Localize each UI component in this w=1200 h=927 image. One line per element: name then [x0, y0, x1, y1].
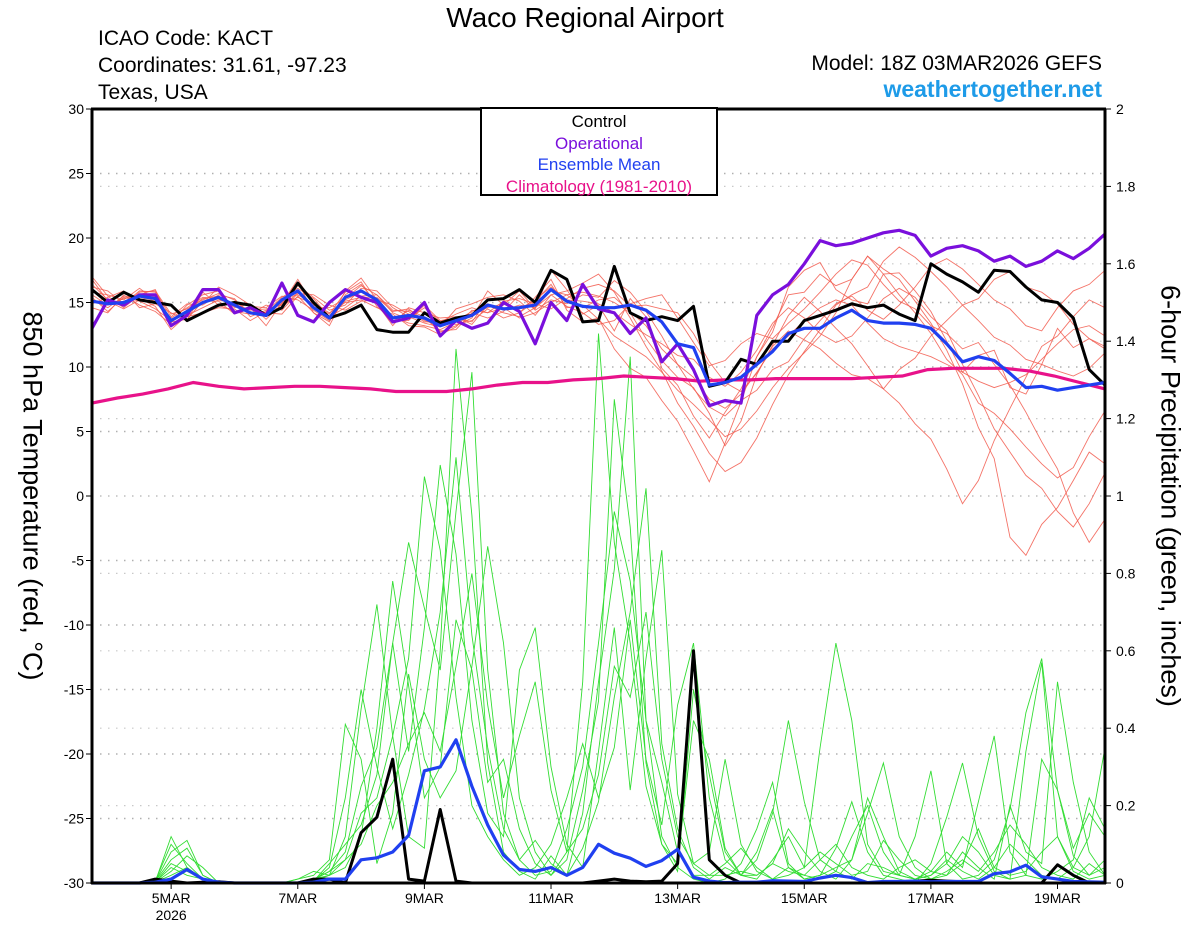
- region: Texas, USA: [98, 81, 208, 104]
- site-link[interactable]: weathertogether.net: [883, 76, 1102, 102]
- y-tick-label: -10: [64, 617, 84, 633]
- y-axis-label-right: 6-hour Precipitation (green, inches): [1155, 285, 1186, 707]
- y2-tick-label: 0.8: [1116, 565, 1136, 581]
- legend-ensemble-mean: Ensemble Mean: [537, 155, 661, 174]
- y-tick-label: -5: [72, 553, 85, 569]
- y2-tick-label: 0.6: [1116, 643, 1136, 659]
- precipitation-member-line: [92, 457, 1106, 884]
- x-tick-label: 9MAR: [405, 890, 444, 906]
- y-tick-label: -15: [64, 682, 84, 698]
- y-tick-label: -20: [64, 746, 84, 762]
- y-tick-label: 30: [68, 101, 84, 117]
- precipitation-control-line: [92, 649, 1105, 885]
- temperature-member-line: [91, 246, 1106, 473]
- temperature-member-line: [91, 258, 1106, 417]
- y2-tick-label: 0: [1116, 875, 1124, 891]
- climatology-line: [91, 366, 1106, 405]
- axes: 302520151050-5-10-15-20-25-3021.81.61.41…: [64, 101, 1136, 923]
- temperature-member-line: [91, 286, 1106, 528]
- legend: Control Operational Ensemble Mean Climat…: [480, 107, 718, 196]
- temperature-member-line: [91, 259, 1106, 544]
- legend-operational: Operational: [555, 133, 643, 153]
- y-axis-label-left: 850 hPa Temperature (red, °C): [17, 311, 48, 681]
- x-tick-label: 11MAR: [528, 890, 574, 906]
- legend-climatology: Climatology (1981-2010): [505, 176, 693, 196]
- main-series: [90, 228, 1107, 885]
- x-tick-label: 7MAR: [278, 890, 317, 906]
- y-tick-label: 10: [68, 359, 84, 375]
- precipitation-member-line: [92, 573, 1106, 884]
- y-tick-label: 5: [76, 424, 84, 440]
- y-tick-label: -25: [64, 811, 84, 827]
- temperature-mean-line: [91, 288, 1106, 392]
- x-tick-label: 15MAR: [781, 890, 828, 906]
- model-run: Model: 18Z 03MAR2026 GEFS: [811, 52, 1102, 75]
- chart-title: Waco Regional Airport: [446, 2, 724, 33]
- y2-tick-label: 0.2: [1116, 798, 1136, 814]
- y-tick-label: 15: [68, 295, 84, 311]
- precipitation-member-line: [92, 464, 1106, 884]
- temperature-member-line: [91, 291, 1106, 505]
- temperature-member-line: [91, 270, 1106, 393]
- y2-tick-label: 2: [1116, 101, 1124, 117]
- x-tick-sublabel: 2026: [156, 907, 187, 923]
- precipitation-member-line: [92, 372, 1106, 884]
- y2-tick-label: 0.4: [1116, 720, 1136, 736]
- precipitation-mean-line: [92, 738, 1106, 885]
- precipitation-members: [92, 333, 1106, 884]
- y-tick-label: 25: [68, 166, 84, 182]
- x-tick-label: 13MAR: [654, 890, 701, 906]
- y2-tick-label: 1.8: [1116, 178, 1136, 194]
- y2-tick-label: 1.6: [1116, 256, 1136, 272]
- y-tick-label: -30: [64, 875, 84, 891]
- y-tick-label: 0: [76, 488, 84, 504]
- legend-control: Control: [571, 112, 627, 131]
- y2-tick-label: 1.4: [1116, 333, 1136, 349]
- y-tick-label: 20: [68, 230, 84, 246]
- y2-tick-label: 1.2: [1116, 411, 1136, 427]
- x-tick-label: 17MAR: [908, 890, 955, 906]
- y2-tick-label: 1: [1116, 488, 1124, 504]
- temperature-members: [91, 246, 1106, 557]
- gridlines: [92, 172, 1105, 820]
- x-tick-label: 19MAR: [1034, 890, 1081, 906]
- coordinates: Coordinates: 31.61, -97.23: [98, 54, 347, 77]
- icao-code: ICAO Code: KACT: [98, 27, 274, 50]
- x-tick-label: 5MAR: [152, 890, 191, 906]
